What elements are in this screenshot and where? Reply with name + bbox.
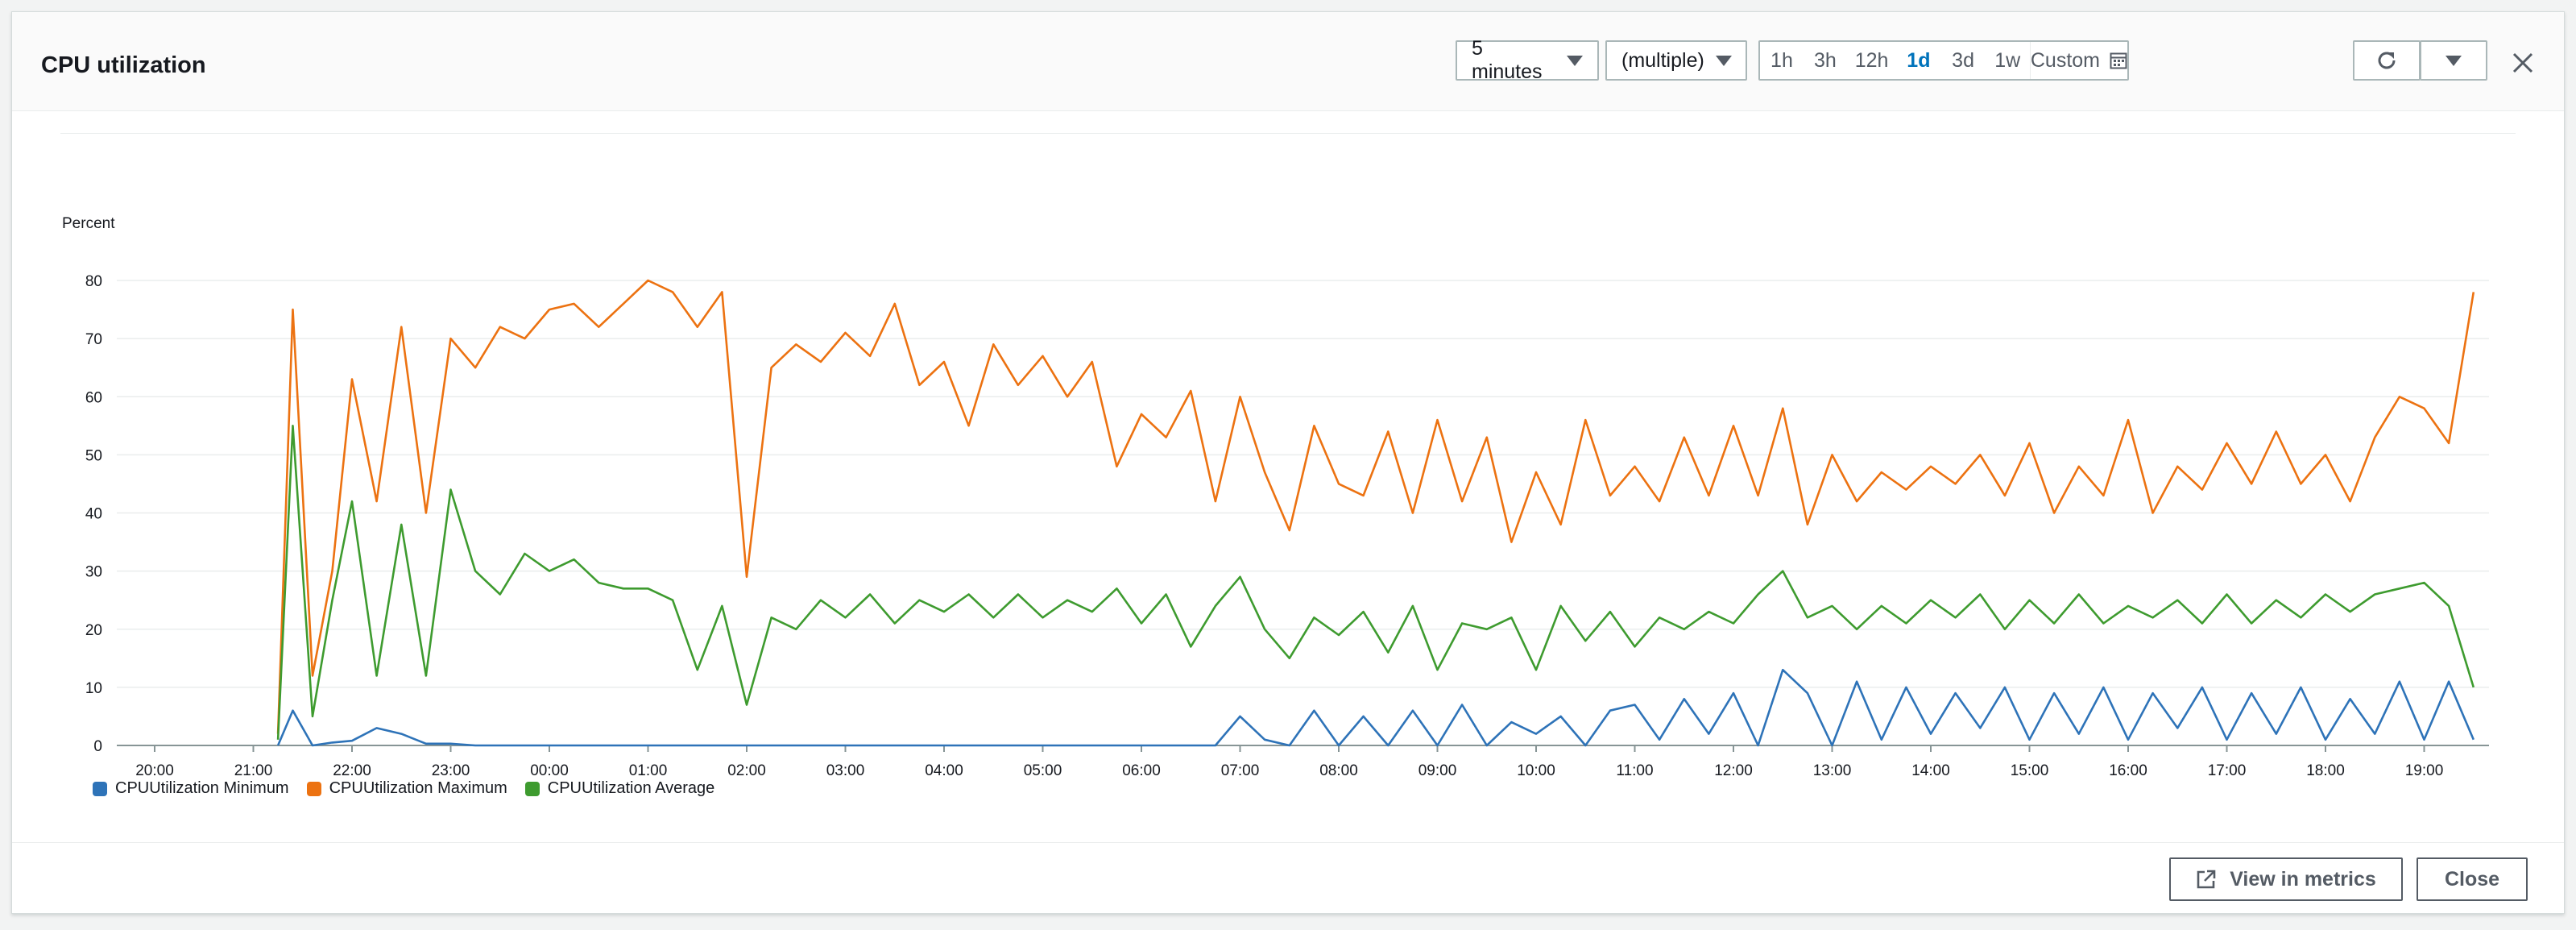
legend-label: CPUUtilization Minimum bbox=[115, 779, 289, 797]
y-tick-label: 10 bbox=[85, 680, 102, 697]
series-line-maximum bbox=[276, 279, 2475, 734]
x-tick-label: 02:00 bbox=[727, 762, 766, 778]
chevron-down-icon bbox=[1567, 55, 1583, 66]
x-tick-label: 00:00 bbox=[530, 762, 569, 778]
series-line-minimum bbox=[276, 668, 2475, 747]
time-range-custom[interactable]: Custom bbox=[2029, 42, 2127, 79]
x-tick-label: 23:00 bbox=[432, 762, 470, 778]
x-tick-label: 19:00 bbox=[2405, 762, 2444, 778]
x-tick-label: 15:00 bbox=[2011, 762, 2049, 778]
header-divider bbox=[60, 133, 2516, 134]
time-range-1h[interactable]: 1h bbox=[1770, 48, 1793, 72]
time-range-3d[interactable]: 3d bbox=[1952, 48, 1974, 72]
x-tick-label: 16:00 bbox=[2109, 762, 2147, 778]
x-tick-label: 01:00 bbox=[629, 762, 668, 778]
legend-swatch bbox=[306, 781, 321, 796]
x-tick-label: 22:00 bbox=[333, 762, 371, 778]
footer-divider bbox=[12, 842, 2564, 843]
x-tick-label: 07:00 bbox=[1221, 762, 1260, 778]
y-tick-label: 30 bbox=[85, 564, 102, 581]
view-in-metrics-label: View in metrics bbox=[2230, 867, 2376, 891]
y-tick-label: 0 bbox=[93, 738, 102, 755]
refresh-options-button[interactable] bbox=[2420, 40, 2487, 81]
series-line-average bbox=[276, 424, 2475, 740]
period-select[interactable]: 5 minutes bbox=[1456, 37, 1599, 83]
refresh-button[interactable] bbox=[2353, 40, 2421, 81]
period-select-value: 5 minutes bbox=[1472, 37, 1543, 83]
legend-item-maximum[interactable]: CPUUtilization Maximum bbox=[306, 779, 507, 798]
x-tick-label: 18:00 bbox=[2306, 762, 2345, 778]
x-tick-label: 21:00 bbox=[234, 762, 273, 778]
y-tick-label: 80 bbox=[85, 273, 102, 290]
y-tick-label: 70 bbox=[85, 331, 102, 348]
statistic-select[interactable]: (multiple) bbox=[1605, 40, 1747, 81]
legend-item-minimum[interactable]: CPUUtilization Minimum bbox=[93, 779, 289, 798]
y-axis-label: Percent bbox=[62, 215, 115, 232]
y-tick-label: 50 bbox=[85, 447, 102, 464]
statistic-select-value: (multiple) bbox=[1621, 48, 1704, 72]
x-tick-label: 20:00 bbox=[135, 762, 174, 778]
x-tick-label: 12:00 bbox=[1714, 762, 1753, 778]
cpu-utilization-chart: Percent 0 10 20 30 40 50 60 70 80 20:00 21:00 22:0… bbox=[62, 215, 2489, 778]
legend-item-average[interactable]: CPUUtilization Average bbox=[524, 779, 715, 798]
close-button[interactable]: Close bbox=[2417, 857, 2528, 901]
x-tick-label: 11:00 bbox=[1616, 762, 1653, 778]
x-tick-label: 14:00 bbox=[1911, 762, 1950, 778]
x-tick-label: 13:00 bbox=[1813, 762, 1852, 778]
close-icon[interactable] bbox=[2511, 51, 2535, 75]
time-range-12h[interactable]: 12h bbox=[1854, 48, 1889, 72]
external-link-icon bbox=[2197, 870, 2216, 889]
legend-swatch bbox=[524, 781, 540, 796]
modal-header: CPU utilization 5 minutes (multiple) 1h … bbox=[12, 12, 2564, 111]
legend-label: CPUUtilization Average bbox=[547, 779, 715, 797]
view-in-metrics-button[interactable]: View in metrics bbox=[2169, 857, 2403, 901]
time-range-selector: 1h 3h 12h 1d 3d 1w Custom bbox=[1758, 40, 2129, 81]
time-range-1w[interactable]: 1w bbox=[1994, 48, 2021, 72]
y-tick-label: 40 bbox=[85, 506, 102, 523]
x-tick-label: 03:00 bbox=[826, 762, 865, 778]
x-tick-label: 04:00 bbox=[925, 762, 963, 778]
x-tick-label: 17:00 bbox=[2208, 762, 2247, 778]
chevron-down-icon bbox=[1715, 55, 1732, 66]
chart-legend: CPUUtilization Minimum CPUUtilization Ma… bbox=[93, 779, 714, 798]
modal-title: CPU utilization bbox=[41, 52, 206, 78]
x-tick-label: 05:00 bbox=[1024, 762, 1062, 778]
y-tick-label: 60 bbox=[85, 389, 102, 406]
caret-down-icon bbox=[2446, 55, 2462, 66]
cpu-utilization-modal: CPU utilization 5 minutes (multiple) 1h … bbox=[11, 11, 2565, 914]
legend-swatch bbox=[93, 781, 107, 796]
time-range-3h[interactable]: 3h bbox=[1813, 48, 1837, 72]
time-range-1d[interactable]: 1d bbox=[1907, 48, 1931, 72]
refresh-icon bbox=[2378, 52, 2396, 69]
x-tick-label: 08:00 bbox=[1319, 762, 1358, 778]
close-button-label: Close bbox=[2444, 867, 2500, 891]
x-tick-label: 06:00 bbox=[1122, 762, 1161, 778]
x-tick-label: 10:00 bbox=[1517, 762, 1555, 778]
legend-label: CPUUtilization Maximum bbox=[329, 779, 507, 797]
x-tick-label: 09:00 bbox=[1418, 762, 1457, 778]
calendar-icon bbox=[2110, 52, 2127, 69]
y-tick-label: 20 bbox=[85, 622, 102, 639]
